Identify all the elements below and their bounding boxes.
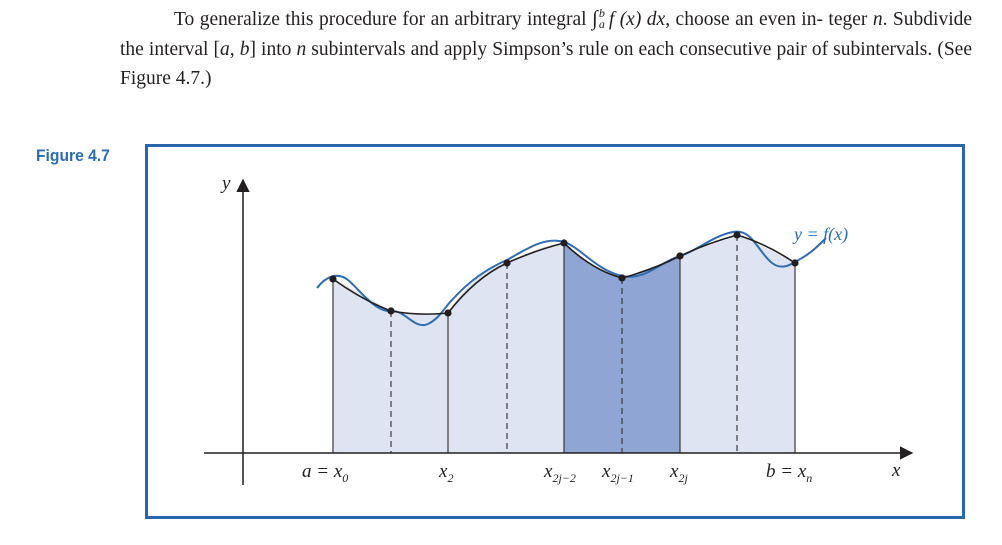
- integral-upper-limit: b: [598, 5, 605, 20]
- tick-label-x2j-1: x2j−1: [601, 461, 634, 485]
- integral-lower-limit: a: [598, 16, 605, 31]
- comma: ,: [229, 38, 240, 60]
- tick-label-xn: b = xn: [766, 461, 812, 485]
- var-a: a: [220, 38, 230, 60]
- y-axis-label: y: [220, 173, 231, 194]
- paragraph-text-5: subintervals and apply Simpson’s rule on…: [120, 38, 972, 90]
- tick-label-x2j-2: x2j−2: [543, 461, 576, 485]
- node-point: [387, 307, 395, 315]
- curve-label: y = f(x): [792, 224, 848, 245]
- var-n-2: n: [296, 38, 307, 60]
- node-point: [618, 274, 626, 282]
- var-n: n: [872, 9, 883, 30]
- x-axis-label: x: [891, 460, 901, 481]
- tick-label-x2: x2: [438, 461, 453, 485]
- paragraph-text-4: ] into: [249, 38, 297, 60]
- integral-sign: ∫: [592, 6, 598, 30]
- tick-label-x2j: x2j: [669, 461, 688, 485]
- paragraph-text-3: . Subdivide the interval [: [120, 9, 973, 60]
- node-point: [329, 275, 337, 283]
- node-point: [560, 239, 568, 247]
- light-shaded-region-right: [680, 235, 795, 453]
- node-point: [503, 259, 511, 267]
- figure-frame: [145, 144, 965, 519]
- paragraph-text-1: To generalize this procedure for an arbi…: [174, 9, 593, 30]
- body-paragraph: To generalize this procedure for an arbi…: [120, 4, 972, 94]
- node-points: [329, 231, 799, 317]
- integrand: f (x) dx: [608, 9, 666, 30]
- node-point: [733, 231, 741, 239]
- tick-label-x0: a = x0: [302, 461, 348, 485]
- figure-label: Figure 4.7: [36, 146, 110, 165]
- node-point: [444, 309, 452, 317]
- var-b: b: [239, 38, 250, 60]
- paragraph-text-2: , choose an even in- teger: [665, 9, 873, 30]
- node-point: [791, 259, 799, 267]
- node-point: [676, 252, 684, 260]
